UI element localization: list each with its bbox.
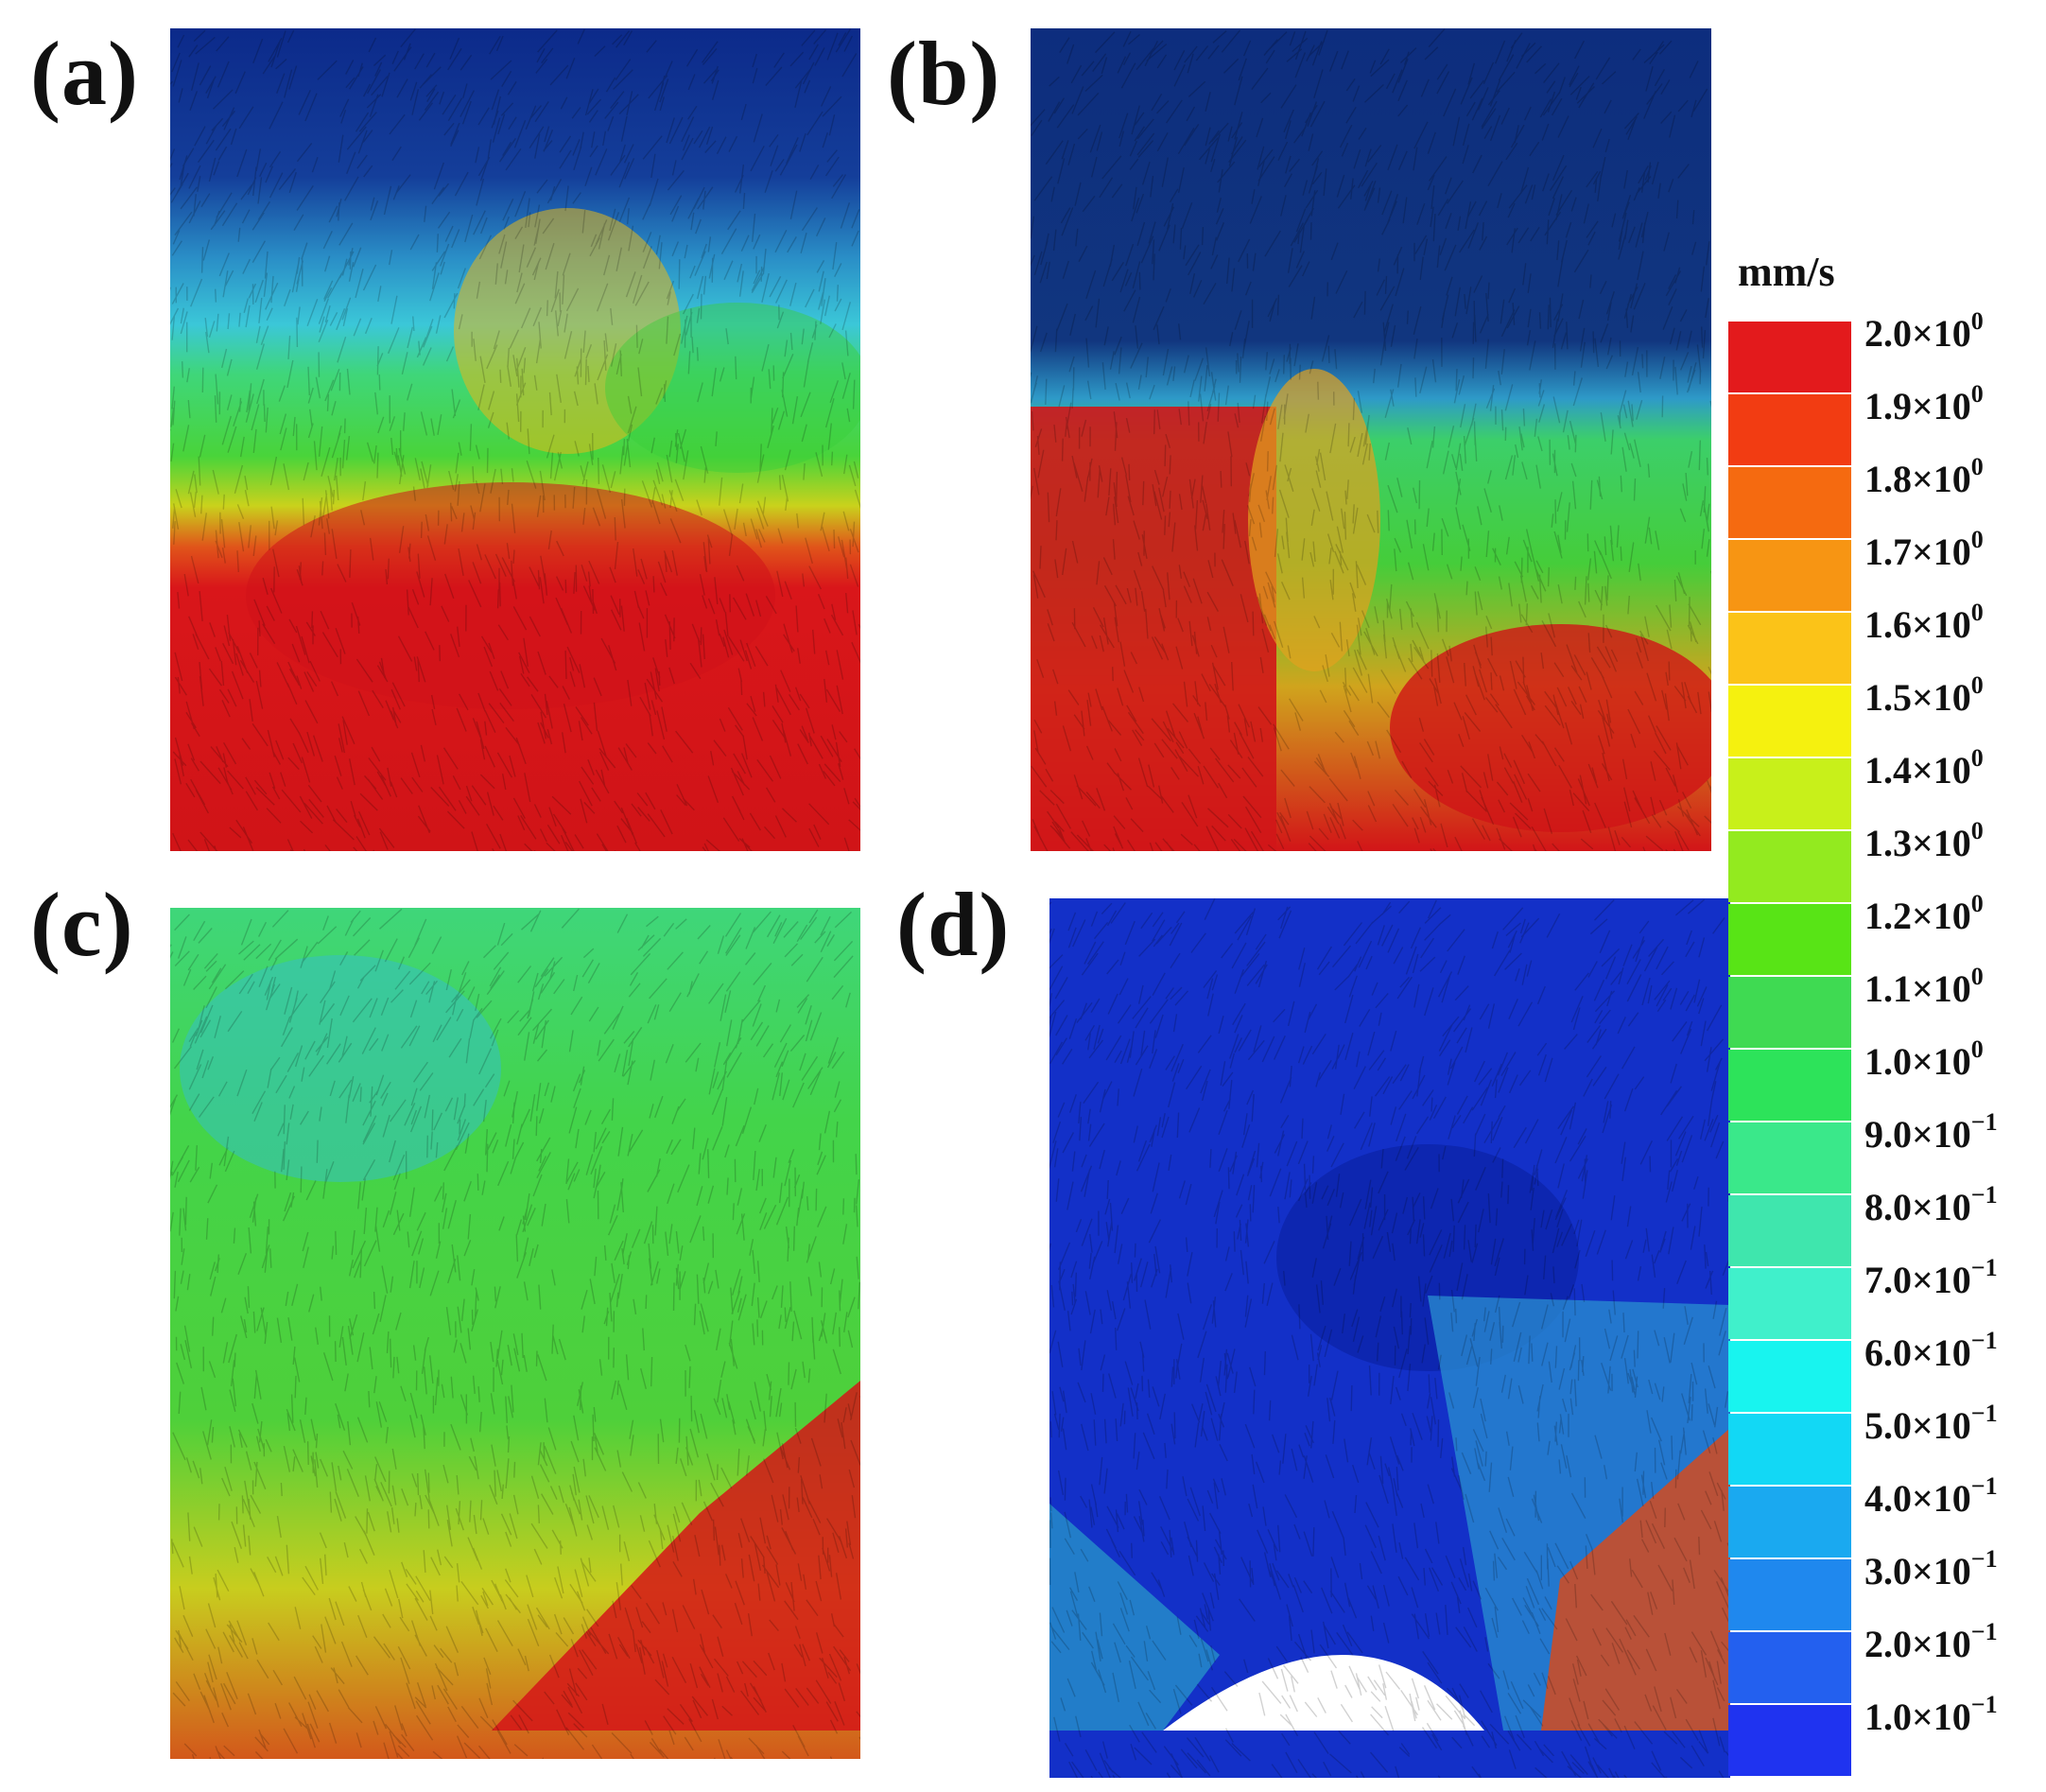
vector-hatching-d	[1049, 898, 1730, 1778]
velocity-field-d	[1049, 898, 1730, 1778]
field-blob-d4	[1049, 1504, 1220, 1731]
colorbar-swatch	[1728, 1632, 1851, 1703]
vector-hatching-a	[170, 28, 860, 851]
colorbar-tick-label: 1.8×100	[1864, 453, 1984, 500]
velocity-field-b	[1031, 28, 1711, 851]
panel-label-c: (c)	[30, 874, 134, 975]
colorbar-unit: mm/s	[1738, 249, 1835, 295]
colorbar	[1728, 322, 1851, 1776]
colorbar-swatch	[1728, 394, 1851, 465]
colorbar-tick-label: 1.2×100	[1864, 890, 1984, 937]
colorbar-tick-label: 1.4×100	[1864, 744, 1984, 792]
colorbar-tick-label: 2.0×100	[1864, 307, 1984, 355]
field-blob-b2	[1248, 369, 1380, 671]
colorbar-tick-label: 1.0×100	[1864, 1035, 1984, 1083]
colorbar-swatch	[1728, 1487, 1851, 1557]
colorbar-swatch	[1728, 1268, 1851, 1339]
colorbar-tick-label: 5.0×10−1	[1864, 1400, 1998, 1447]
colorbar-tick-label: 3.0×10−1	[1864, 1545, 1998, 1592]
colorbar-tick-label: 6.0×10−1	[1864, 1327, 1998, 1374]
colorbar-swatch	[1728, 1341, 1851, 1412]
field-blob-b1	[1031, 407, 1276, 851]
colorbar-swatch	[1728, 613, 1851, 684]
panel-label-d: (d)	[896, 874, 1011, 975]
colorbar-swatch	[1728, 758, 1851, 829]
colorbar-swatch	[1728, 1195, 1851, 1266]
vector-hatching-c	[170, 908, 860, 1759]
colorbar-tick-label: 1.6×100	[1864, 599, 1984, 646]
panel-label-b: (b)	[887, 23, 1001, 124]
field-blob-d3	[1541, 1428, 1730, 1731]
colorbar-tick-label: 1.0×10−1	[1864, 1691, 1998, 1738]
field-blob-a3	[246, 482, 775, 709]
colorbar-tick-label: 8.0×10−1	[1864, 1181, 1998, 1228]
field-void-d	[1163, 1655, 1484, 1731]
colorbar-swatch	[1728, 1705, 1851, 1776]
colorbar-swatch	[1728, 1050, 1851, 1121]
panel-label-a: (a)	[30, 23, 139, 124]
field-blob-b3	[1390, 624, 1711, 832]
colorbar-tick-label: 1.5×100	[1864, 671, 1984, 719]
colorbar-tick-label: 1.3×100	[1864, 817, 1984, 864]
velocity-field-c	[170, 908, 860, 1759]
colorbar-swatch	[1728, 1122, 1851, 1193]
colorbar-swatch	[1728, 1414, 1851, 1485]
colorbar-swatch	[1728, 977, 1851, 1048]
colorbar-tick-label: 2.0×10−1	[1864, 1618, 1998, 1665]
colorbar-tick-label: 9.0×10−1	[1864, 1108, 1998, 1156]
velocity-field-a	[170, 28, 860, 851]
colorbar-tick-label: 7.0×10−1	[1864, 1254, 1998, 1301]
colorbar-tick-label: 4.0×10−1	[1864, 1472, 1998, 1520]
colorbar-tick-label: 1.9×100	[1864, 380, 1984, 427]
field-blob-a1	[454, 208, 681, 454]
colorbar-tick-label: 1.7×100	[1864, 526, 1984, 573]
colorbar-swatch	[1728, 322, 1851, 392]
field-blob-c1	[180, 955, 501, 1182]
field-blob-c2	[492, 1381, 860, 1731]
field-blob-a2	[605, 303, 860, 473]
vector-hatching-b	[1031, 28, 1711, 851]
colorbar-swatch	[1728, 904, 1851, 975]
colorbar-swatch	[1728, 831, 1851, 902]
colorbar-swatch	[1728, 686, 1851, 757]
colorbar-swatch	[1728, 1559, 1851, 1630]
colorbar-swatch	[1728, 467, 1851, 538]
colorbar-swatch	[1728, 540, 1851, 611]
colorbar-tick-label: 1.1×100	[1864, 963, 1984, 1010]
